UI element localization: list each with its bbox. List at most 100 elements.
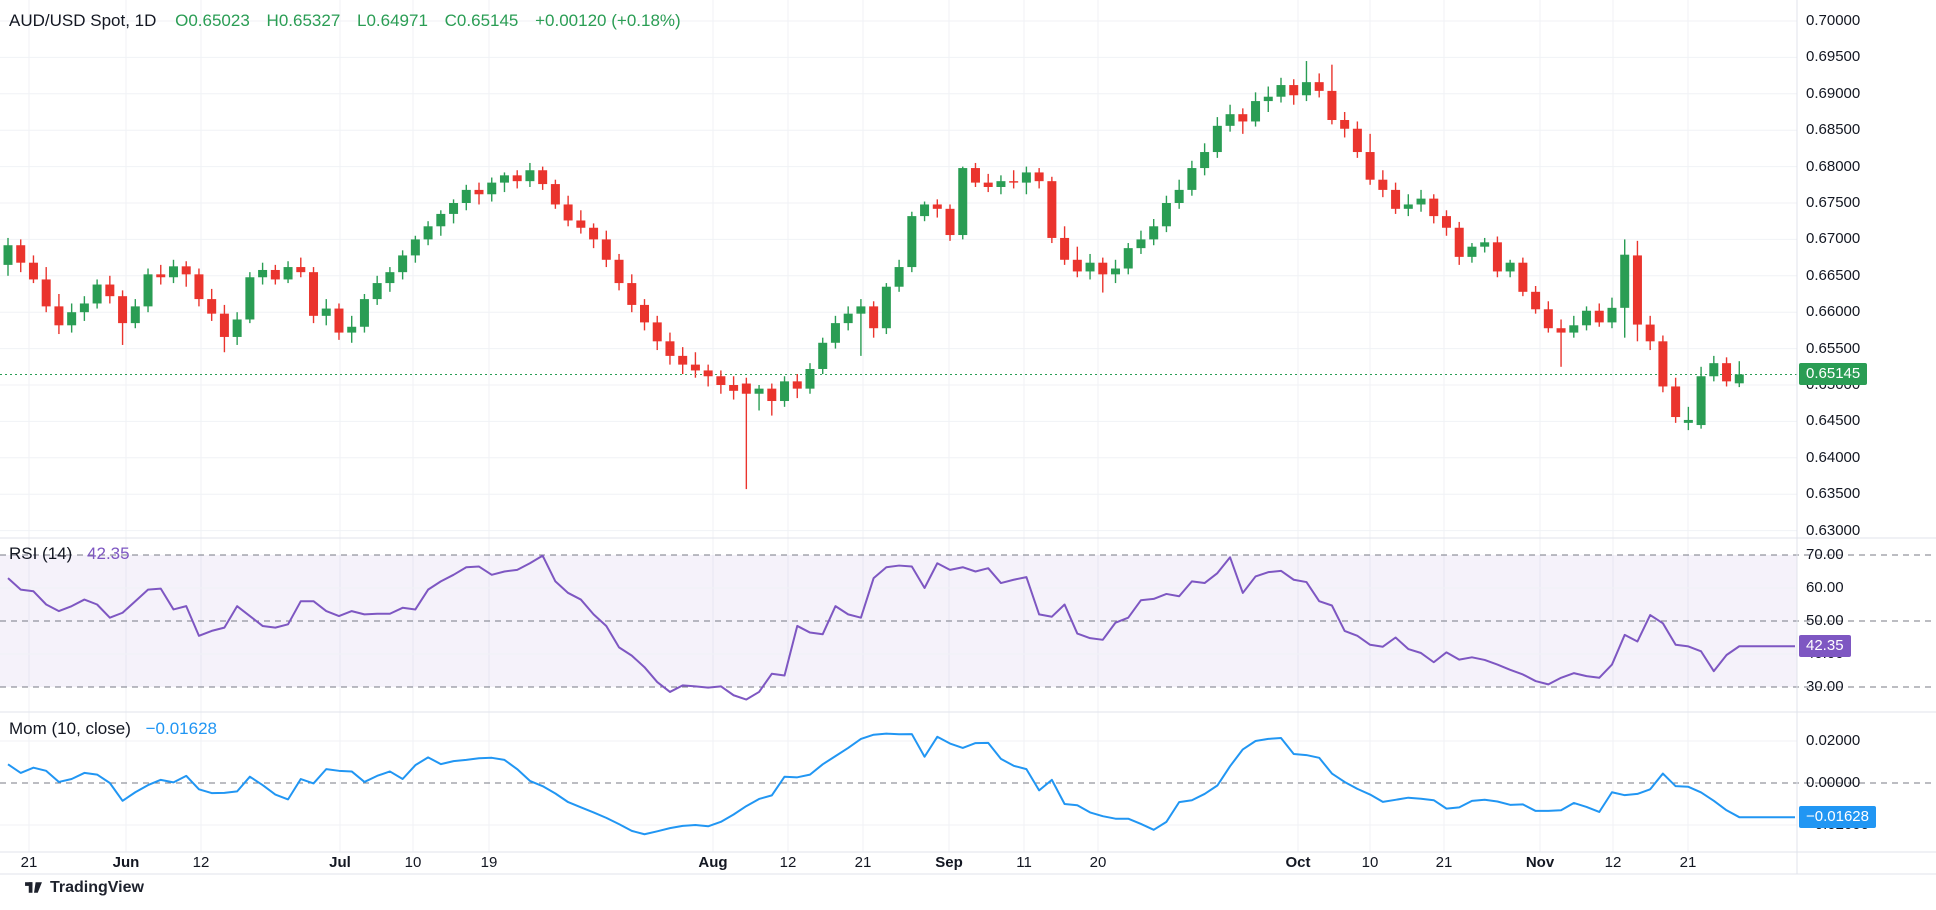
- candle-body: [1161, 203, 1171, 227]
- candle-body: [1429, 198, 1439, 217]
- candle-body: [296, 267, 306, 273]
- candle-body: [550, 184, 560, 205]
- mom-label[interactable]: Mom (10, close): [9, 719, 131, 738]
- candle-body: [1454, 227, 1464, 257]
- candle-body: [525, 170, 535, 182]
- candle-body: [614, 259, 624, 284]
- candle-body: [156, 274, 166, 278]
- ohlc-low: L0.64971: [357, 11, 428, 30]
- axis-tick-label: 0.00000: [1806, 774, 1861, 791]
- candle-body: [309, 272, 319, 316]
- candle-body: [830, 323, 840, 343]
- candle-body: [385, 272, 395, 284]
- tradingview-logo-text: TradingView: [50, 878, 144, 896]
- candle-body: [1518, 262, 1528, 292]
- candle-body: [181, 266, 191, 275]
- candle-body: [321, 308, 331, 316]
- candle-body: [1683, 419, 1693, 423]
- candle-body: [1149, 226, 1159, 240]
- candle-body: [856, 306, 866, 314]
- candle-body: [805, 368, 815, 389]
- candle-body: [1734, 374, 1744, 384]
- candle-body: [970, 168, 980, 183]
- rsi-label[interactable]: RSI (14): [9, 544, 73, 563]
- candle-body: [1098, 262, 1108, 275]
- candle-body: [1722, 363, 1732, 382]
- candle-body: [1072, 259, 1082, 272]
- candle-body: [1136, 239, 1146, 249]
- candle-body: [780, 381, 790, 402]
- candle-body: [1594, 310, 1604, 323]
- candle-body: [461, 189, 471, 203]
- axis-tick-label: 60.00: [1806, 579, 1844, 596]
- candle-body: [627, 283, 637, 305]
- candle-body: [1263, 96, 1273, 102]
- rsi-legend: RSI (14) 42.35: [9, 544, 142, 564]
- candle-body: [130, 306, 140, 324]
- candle-body: [207, 299, 217, 314]
- candle-body: [410, 239, 420, 256]
- candle-body: [1543, 309, 1553, 329]
- time-tick-label: 21: [1679, 854, 1697, 871]
- candle-body: [1047, 181, 1057, 238]
- candle-body: [1289, 85, 1299, 96]
- candle-body: [958, 168, 968, 236]
- candle-body: [563, 204, 573, 221]
- axis-tick-label: 0.67500: [1806, 194, 1861, 211]
- candle-body: [347, 326, 357, 333]
- axis-tick-label: 0.65500: [1806, 339, 1861, 357]
- price-scale-column[interactable]: [1797, 0, 1936, 874]
- candle-body: [398, 255, 408, 273]
- candle-body: [665, 341, 675, 356]
- candle-body: [372, 283, 382, 300]
- candle-body: [1582, 310, 1592, 326]
- candle-body: [1709, 363, 1719, 377]
- candle-body: [41, 279, 51, 307]
- axis-tick-label: 0.02000: [1806, 732, 1861, 749]
- candle-body: [1251, 101, 1261, 122]
- candle-body: [1085, 262, 1095, 272]
- candle-body: [3, 245, 13, 265]
- candle-body: [1225, 114, 1235, 126]
- candle-body: [245, 277, 255, 320]
- candle-body: [283, 267, 293, 280]
- tradingview-logo-icon: [25, 882, 42, 893]
- ohlc-open: O0.65023: [175, 11, 250, 30]
- tradingview-logo[interactable]: TradingView: [24, 878, 144, 897]
- candle-body: [1416, 198, 1426, 205]
- candle-body: [499, 175, 509, 183]
- candle-body: [1403, 204, 1413, 209]
- candle-body: [843, 313, 853, 324]
- candle-body: [1340, 120, 1350, 129]
- candle-body: [983, 182, 993, 187]
- candle-body: [729, 385, 739, 391]
- mom-value: −0.01628: [145, 719, 217, 738]
- ohlc-close: C0.65145: [444, 11, 519, 30]
- axis-tick-label: 0.64500: [1806, 412, 1861, 430]
- candle-body: [474, 189, 484, 195]
- mom-line: [7, 732, 1795, 836]
- time-tick-label: 21: [854, 854, 872, 871]
- time-tick-label: 11: [1016, 854, 1032, 871]
- candle-body: [678, 355, 688, 365]
- ohlc-change: +0.00120 (+0.18%): [535, 11, 681, 30]
- candle-body: [436, 213, 446, 227]
- candle-body: [1492, 242, 1502, 272]
- mom-value-badge: −0.01628: [1799, 806, 1876, 829]
- candle-body: [28, 262, 38, 280]
- candle-body: [601, 239, 611, 260]
- axis-tick-label: 0.64000: [1806, 448, 1861, 466]
- candle-body: [1200, 152, 1210, 169]
- time-tick-label: Jul: [329, 854, 351, 871]
- candle-body: [1480, 242, 1490, 247]
- candle-body: [996, 181, 1006, 187]
- candle-body: [1531, 291, 1541, 310]
- candle-body: [92, 284, 102, 304]
- candle-body: [1314, 82, 1324, 91]
- chart-pane-surface[interactable]: [0, 0, 1797, 852]
- candle-body: [1276, 85, 1286, 97]
- time-scale-row[interactable]: [0, 852, 1797, 874]
- symbol-title[interactable]: AUD/USD Spot, 1D: [9, 11, 157, 30]
- time-tick-label: 10: [1361, 854, 1379, 871]
